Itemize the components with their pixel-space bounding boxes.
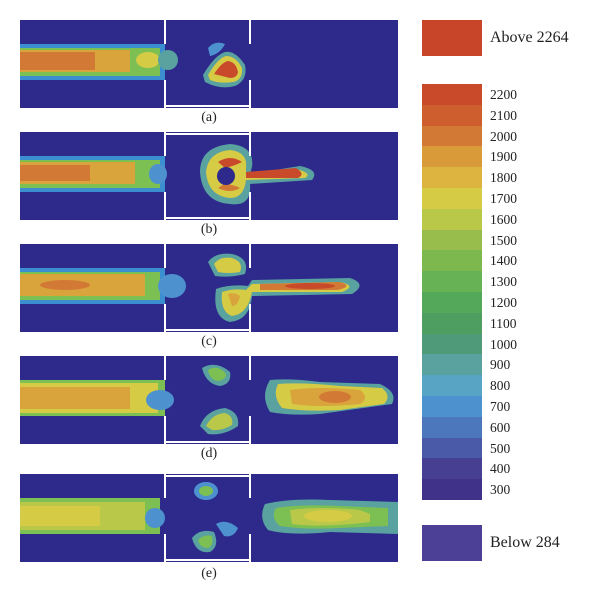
legend-swatch-1100 xyxy=(422,312,482,335)
legend-swatch-1700 xyxy=(422,188,482,210)
panel-d xyxy=(20,356,398,444)
legend-swatch-2200 xyxy=(422,84,482,106)
legend-below-swatch xyxy=(422,525,482,561)
legend-value-600: 600 xyxy=(490,419,511,435)
legend-swatch-1900 xyxy=(422,146,482,168)
legend-value-1500: 1500 xyxy=(490,232,517,248)
legend-swatch-300 xyxy=(422,479,482,501)
panel-b xyxy=(20,132,398,220)
panel-c xyxy=(20,244,398,332)
legend-swatch-2000 xyxy=(422,125,482,147)
legend-value-1100: 1100 xyxy=(490,315,517,331)
legend-swatch-600 xyxy=(422,416,482,439)
temperature-field-b xyxy=(20,132,398,220)
legend-value-800: 800 xyxy=(490,378,511,394)
legend-value-1700: 1700 xyxy=(490,191,517,206)
temperature-field-d xyxy=(20,356,398,444)
legend-value-1400: 1400 xyxy=(490,253,517,269)
panel-d-label: (d) xyxy=(200,446,218,461)
legend-swatch-500 xyxy=(422,437,482,459)
legend-value-700: 700 xyxy=(490,399,511,414)
legend-value-1000: 1000 xyxy=(490,336,517,352)
legend-swatch-1400 xyxy=(422,250,482,272)
temperature-field-a xyxy=(20,20,398,108)
panel-b-label: (b) xyxy=(200,222,218,237)
legend-swatch-400 xyxy=(422,458,482,480)
legend-value-400: 400 xyxy=(490,461,511,477)
legend-value-1300: 1300 xyxy=(490,274,517,290)
legend-value-1800: 1800 xyxy=(490,170,517,186)
legend-below-label: Below 284 xyxy=(490,534,560,551)
temperature-field-e xyxy=(20,474,398,562)
legend-swatch-700 xyxy=(422,396,482,418)
legend-swatch-1200 xyxy=(422,292,482,314)
legend-swatch-800 xyxy=(422,375,482,397)
legend-swatch-1800 xyxy=(422,167,482,189)
panel-a xyxy=(20,20,398,108)
legend-value-1900: 1900 xyxy=(490,149,517,165)
legend-swatch-1000 xyxy=(422,333,482,355)
legend-value-1600: 1600 xyxy=(490,211,517,227)
panel-e-label: (e) xyxy=(201,566,217,581)
legend-swatch-1500 xyxy=(422,229,482,251)
legend-value-2200: 2200 xyxy=(490,87,517,102)
legend-swatch-1600 xyxy=(422,208,482,231)
legend-swatch-2100 xyxy=(422,104,482,127)
panel-e xyxy=(20,474,398,562)
legend-value-1200: 1200 xyxy=(490,295,517,310)
legend-value-900: 900 xyxy=(490,357,511,373)
legend-value-2100: 2100 xyxy=(490,107,517,123)
legend-value-300: 300 xyxy=(490,482,511,498)
legend-swatch-900 xyxy=(422,354,482,376)
panel-a-label: (a) xyxy=(201,110,217,125)
panel-c-label: (c) xyxy=(201,334,217,349)
legend-above-swatch xyxy=(422,20,482,56)
legend-value-500: 500 xyxy=(490,440,511,456)
legend-value-2000: 2000 xyxy=(490,128,517,144)
temperature-field-c xyxy=(20,244,398,332)
legend-above-label: Above 2264 xyxy=(490,29,569,46)
legend-swatch-1300 xyxy=(422,271,482,293)
